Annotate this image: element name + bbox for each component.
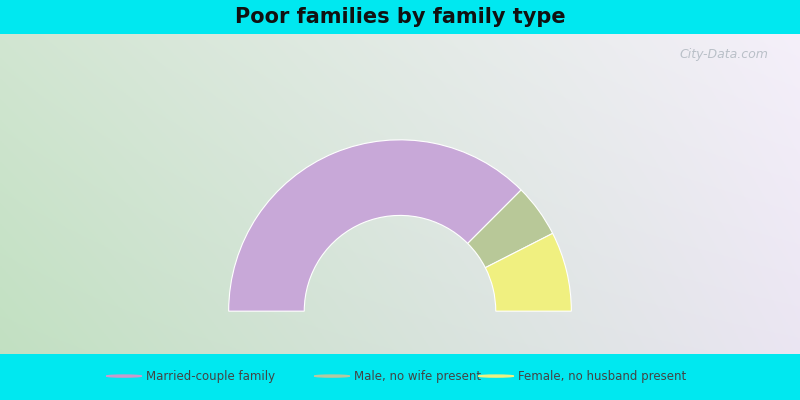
Text: City-Data.com: City-Data.com [679, 48, 768, 61]
Text: Poor families by family type: Poor families by family type [234, 7, 566, 27]
Text: Married-couple family: Married-couple family [146, 370, 275, 382]
Circle shape [106, 375, 142, 377]
Text: Male, no wife present: Male, no wife present [354, 370, 482, 382]
Wedge shape [468, 190, 553, 268]
Wedge shape [486, 233, 571, 311]
Circle shape [478, 375, 514, 377]
Wedge shape [229, 140, 521, 311]
Text: Female, no husband present: Female, no husband present [518, 370, 686, 382]
Circle shape [314, 375, 350, 377]
